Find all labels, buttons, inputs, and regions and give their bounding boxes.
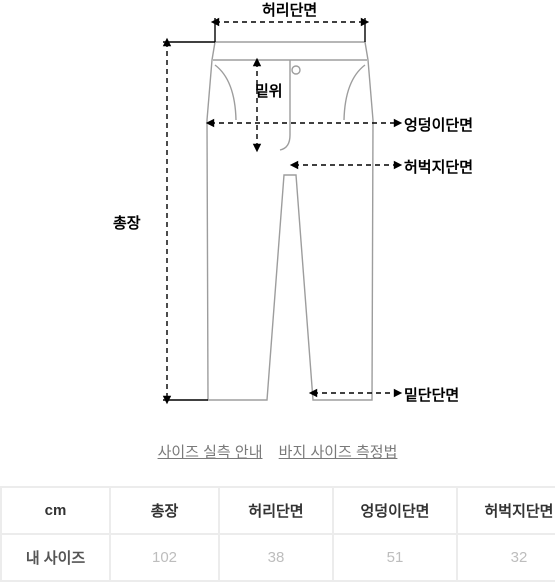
link-how-to-measure[interactable]: 바지 사이즈 측정법 <box>279 444 398 461</box>
label-waist: 허리단면 <box>262 0 317 20</box>
link-size-guide[interactable]: 사이즈 실측 안내 <box>158 444 263 461</box>
col-header: 엉덩이단면 <box>333 487 457 534</box>
unit-header: cm <box>1 487 110 534</box>
label-length: 총장 <box>113 212 141 233</box>
size-table: cm 총장 허리단면 엉덩이단면 허벅지단면 밑 내 사이즈 102 38 51… <box>0 486 555 582</box>
pants-diagram: 허리단면 밑위 엉덩이단면 허벅지단면 총장 밑단단면 <box>0 0 555 435</box>
cell: 51 <box>333 534 457 581</box>
cell: 38 <box>219 534 333 581</box>
row-header: 내 사이즈 <box>1 534 110 581</box>
table-header-row: cm 총장 허리단면 엉덩이단면 허벅지단면 밑 <box>1 487 555 534</box>
table-row: 내 사이즈 102 38 51 32 <box>1 534 555 581</box>
label-hip: 엉덩이단면 <box>404 114 473 135</box>
cell: 102 <box>110 534 219 581</box>
col-header: 총장 <box>110 487 219 534</box>
col-header: 허벅지단면 <box>457 487 555 534</box>
cell: 32 <box>457 534 555 581</box>
label-hem: 밑단단면 <box>404 384 459 405</box>
col-header: 허리단면 <box>219 487 333 534</box>
label-rise: 밑위 <box>255 80 283 101</box>
label-thigh: 허벅지단면 <box>404 156 473 177</box>
guide-links: 사이즈 실측 안내 바지 사이즈 측정법 <box>0 441 555 462</box>
